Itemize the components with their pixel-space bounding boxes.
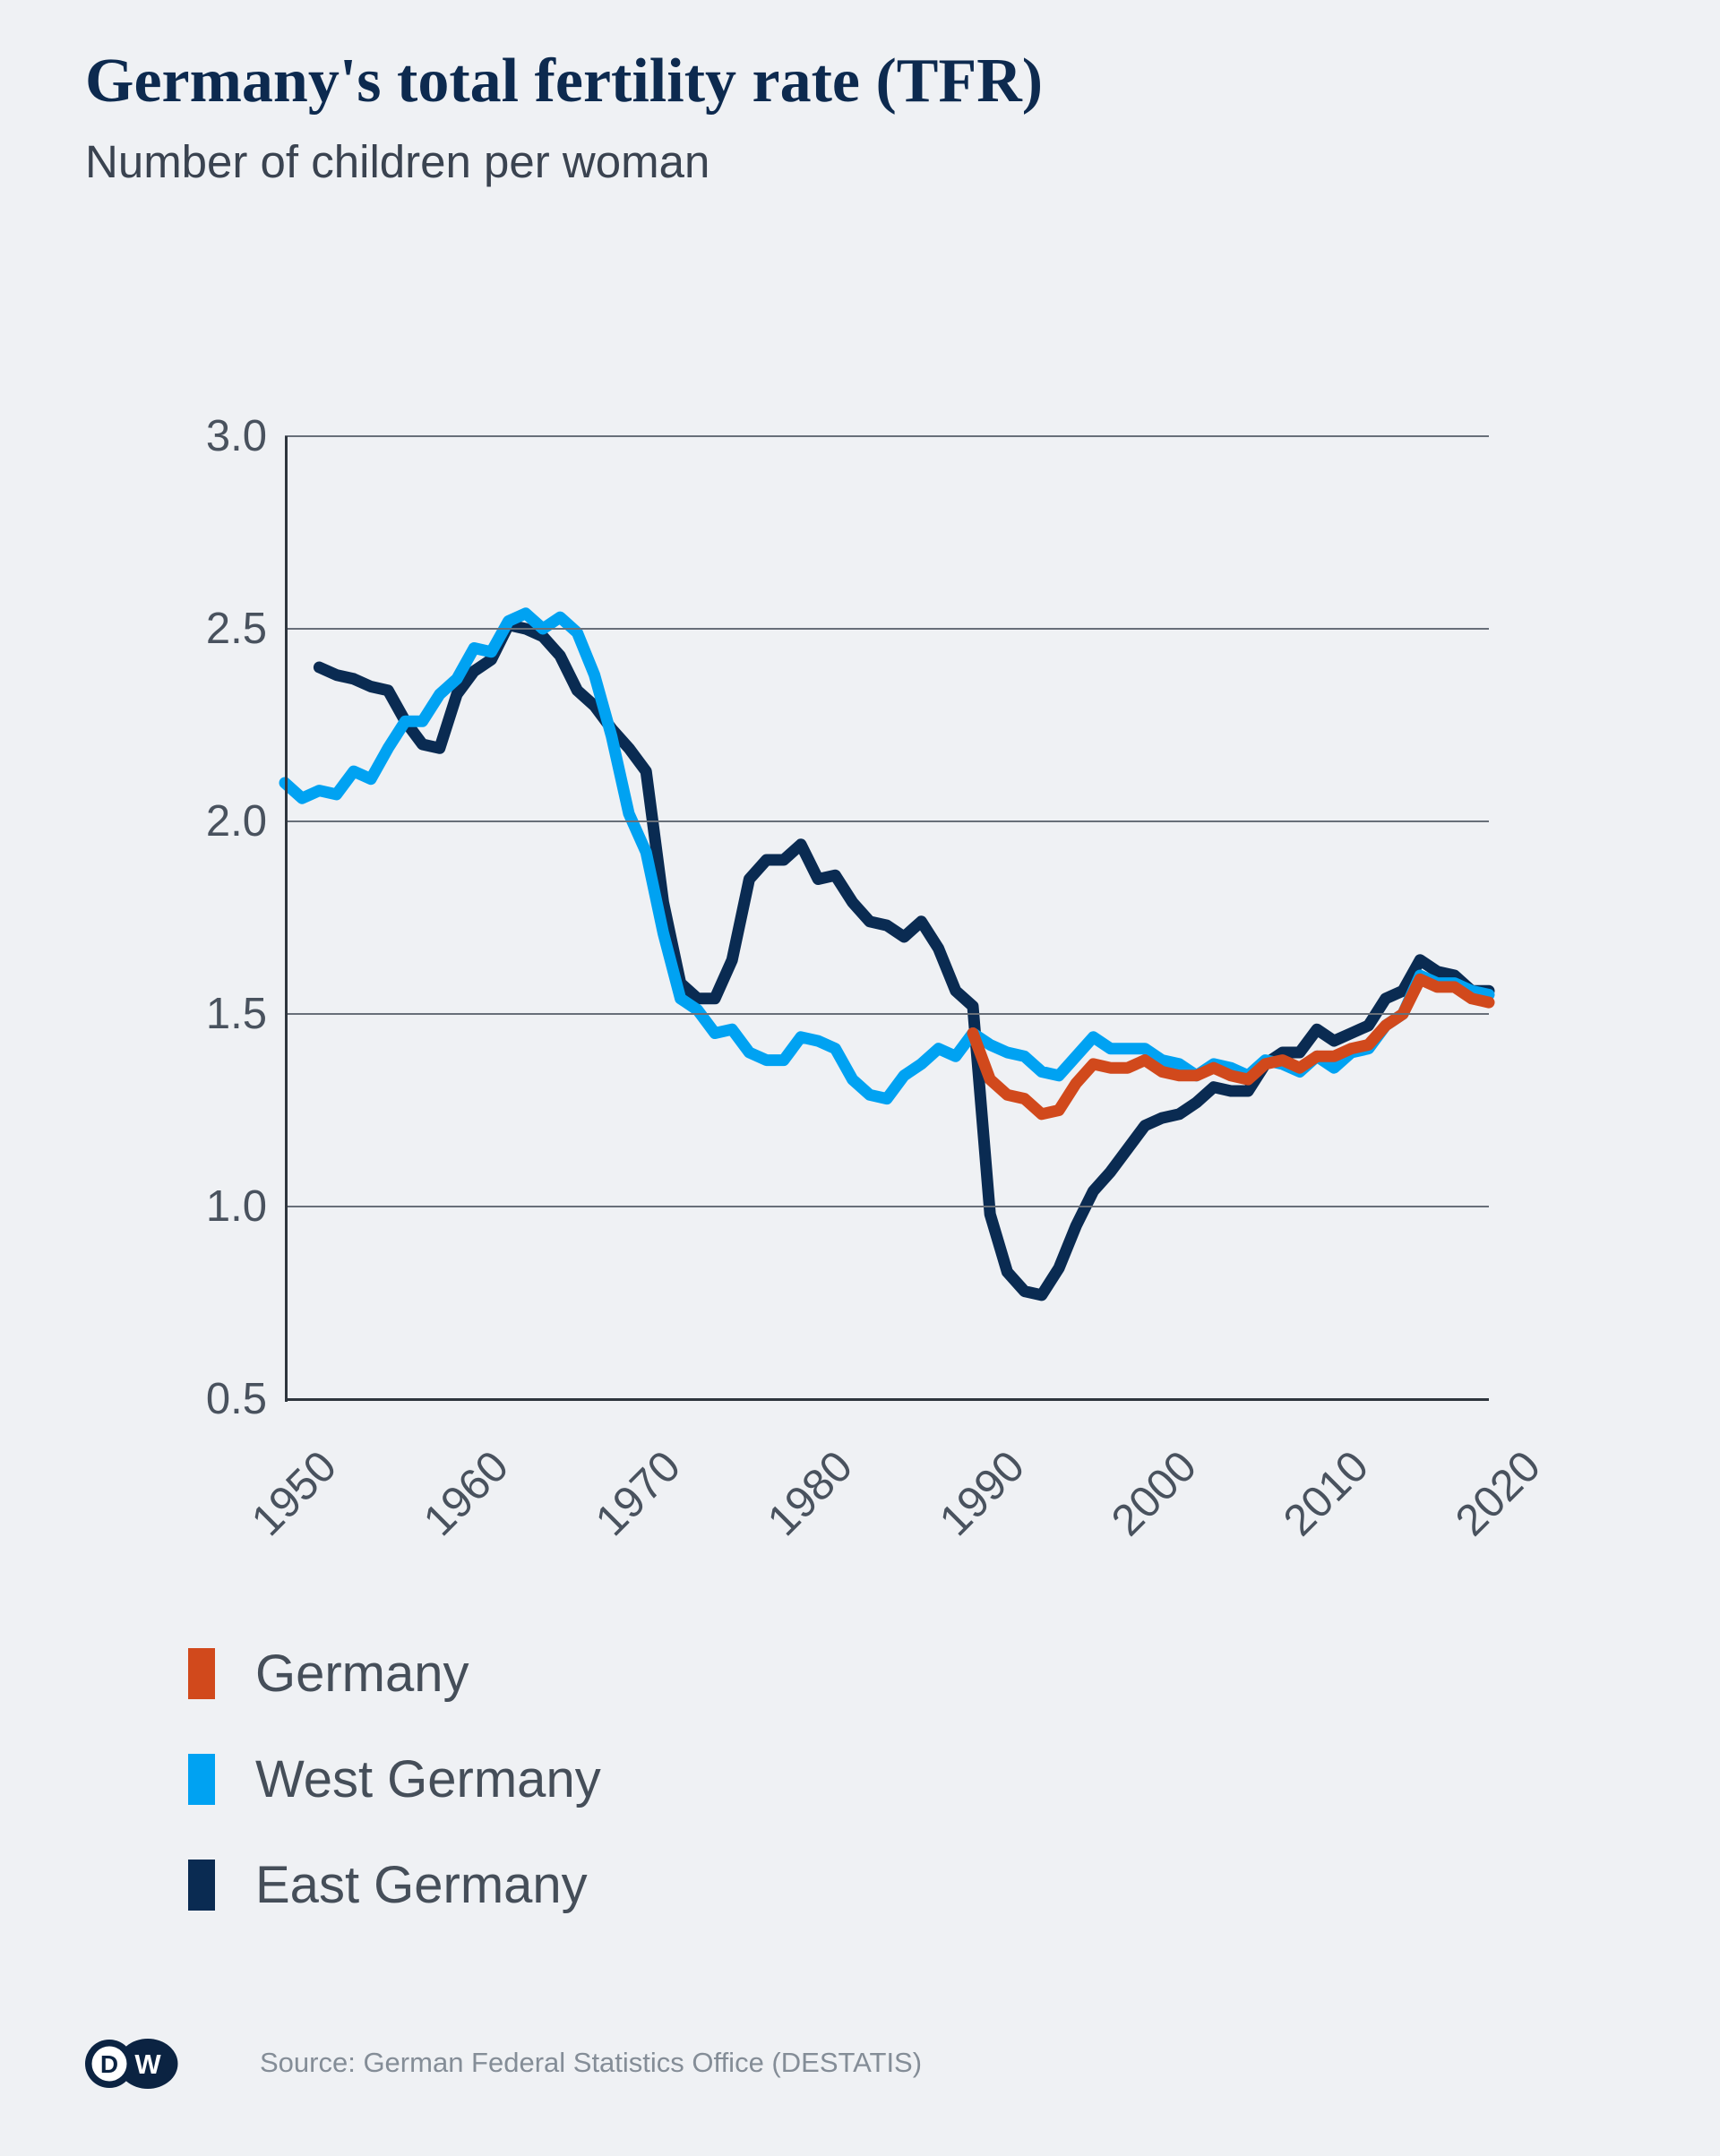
- series-line-east-germany: [313, 619, 1495, 1301]
- x-axis-label: 2020: [1446, 1441, 1551, 1546]
- legend-item-germany: Germany: [188, 1645, 469, 1703]
- dw-logo-w-letter: W: [134, 2049, 161, 2080]
- y-axis-label: 0.5: [205, 1375, 267, 1423]
- gridline: [285, 1206, 1489, 1207]
- x-axis-label: 2010: [1274, 1441, 1379, 1546]
- y-axis-label: 1.0: [205, 1182, 267, 1231]
- fertility-lines: [279, 607, 1495, 1301]
- page-subtitle: Number of children per woman: [85, 136, 710, 187]
- plot-area: [279, 435, 1495, 1401]
- legend-swatch: [188, 1753, 215, 1805]
- gridline: [285, 628, 1489, 630]
- gridline: [285, 1013, 1489, 1015]
- legend-swatch: [188, 1859, 215, 1911]
- x-axis-label: 1990: [930, 1441, 1035, 1546]
- page-title: Germany's total fertility rate (TFR): [85, 47, 1044, 116]
- dw-logo-w-circle: [117, 2039, 178, 2089]
- legend-label: Germany: [255, 1644, 469, 1703]
- legend-swatch: [188, 1647, 215, 1699]
- x-axis-label: 1970: [586, 1441, 691, 1546]
- gridline: [285, 820, 1489, 822]
- x-axis-line: [285, 1398, 1489, 1401]
- legend-label: West Germany: [255, 1749, 601, 1808]
- x-axis-label: 1980: [758, 1441, 863, 1546]
- legend-label: East Germany: [255, 1855, 588, 1914]
- legend-item-west-germany: West Germany: [188, 1750, 601, 1808]
- x-axis-label: 1960: [414, 1441, 519, 1546]
- source-credit: Source: German Federal Statistics Office…: [260, 2047, 923, 2078]
- x-axis-label: 1950: [242, 1441, 347, 1546]
- gridline: [285, 435, 1489, 437]
- y-axis-line: [285, 436, 288, 1402]
- legend-item-east-germany: East Germany: [188, 1856, 588, 1914]
- dw-logo-d-disc: [91, 2046, 127, 2082]
- dw-logo: W D: [85, 2039, 178, 2089]
- y-axis-label: 2.0: [205, 797, 267, 846]
- x-axis-label: 2000: [1102, 1441, 1207, 1546]
- dw-logo-d-letter: D: [100, 2050, 118, 2078]
- y-axis-label: 2.5: [205, 605, 267, 653]
- y-axis-label: 3.0: [205, 412, 267, 460]
- y-axis-label: 1.5: [205, 990, 267, 1038]
